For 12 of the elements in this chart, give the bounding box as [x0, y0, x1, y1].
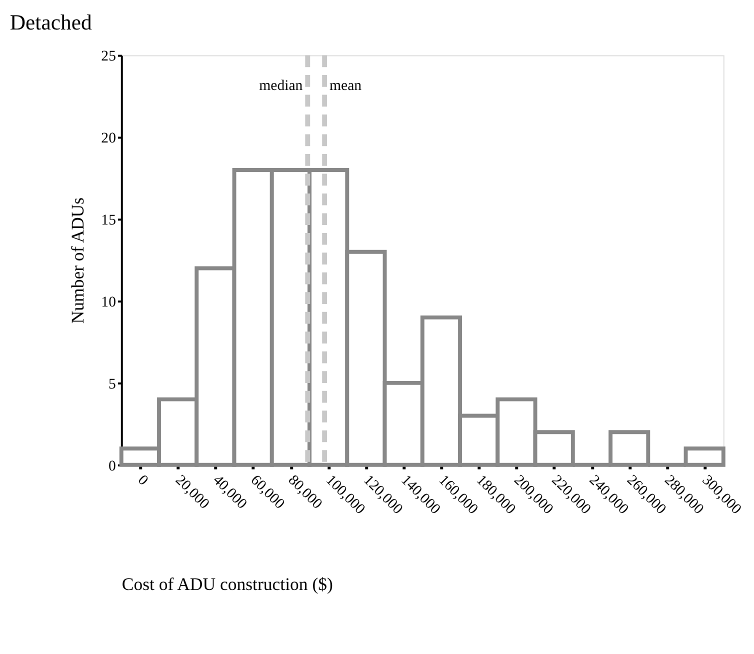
y-tick-label: 5 [108, 376, 116, 392]
y-tick-label: 25 [101, 48, 116, 65]
y-tick-label: 10 [101, 294, 116, 310]
y-tick-label: 15 [101, 212, 116, 229]
y-tick-label: 20 [101, 130, 116, 147]
ref-line-label: mean [330, 78, 362, 94]
x-axis-title: Cost of ADU construction ($) [122, 574, 333, 594]
y-tick-label: 0 [108, 458, 116, 474]
y-axis-title: Number of ADUs [67, 197, 88, 324]
ref-line-label: median [259, 78, 304, 94]
chart-title: Detached [10, 10, 92, 35]
x-tick-label: 0 [134, 472, 151, 489]
